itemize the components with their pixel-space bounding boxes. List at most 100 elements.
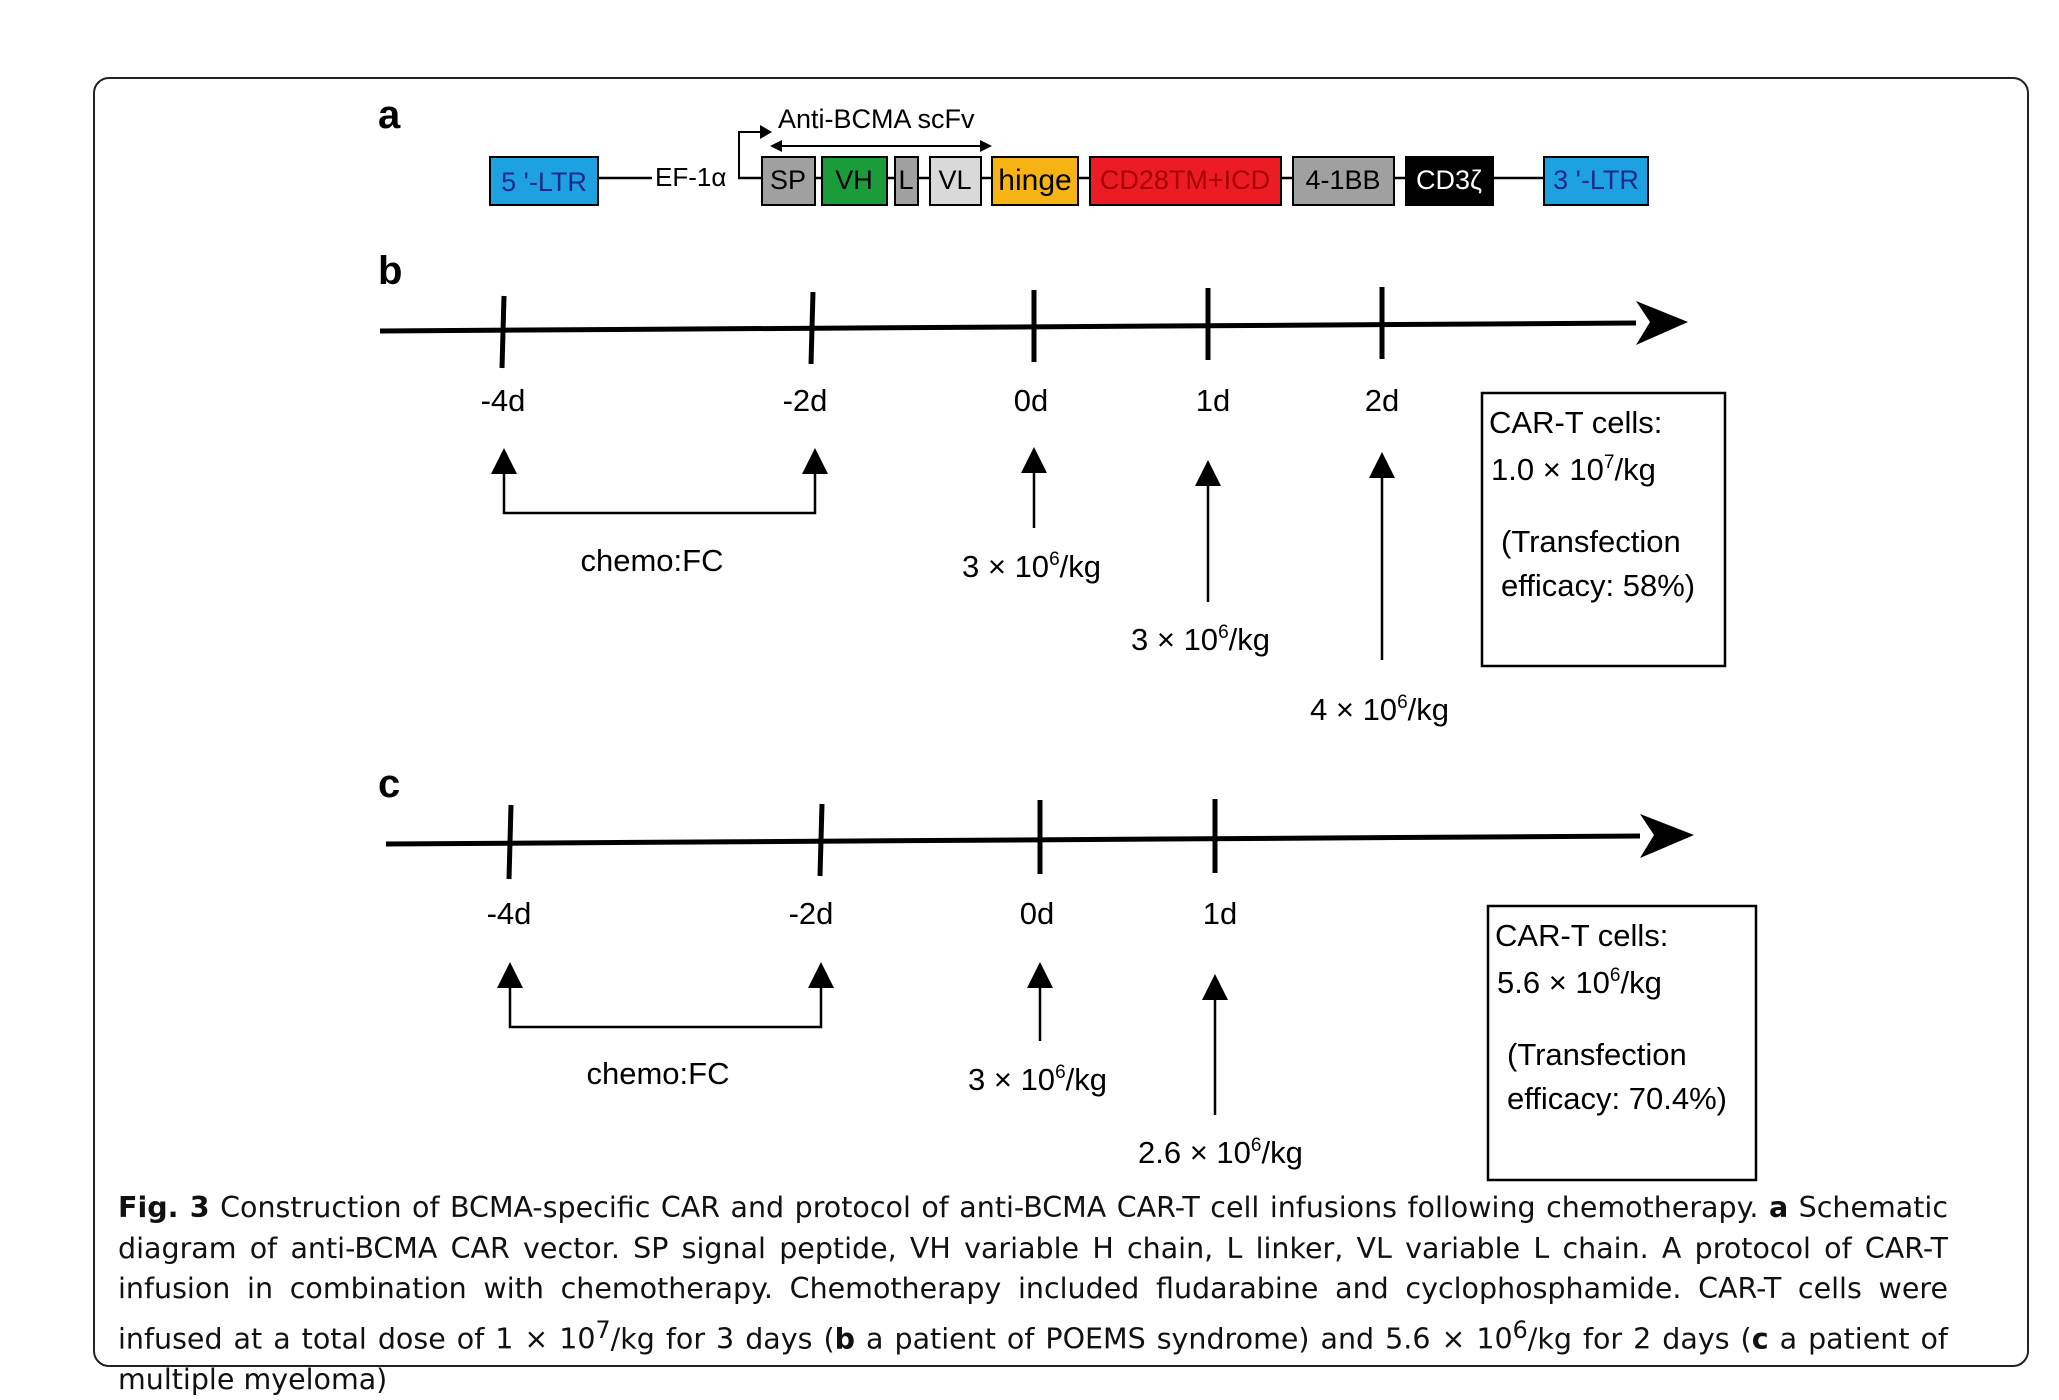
dose-unit: /kg — [1261, 1135, 1302, 1170]
scfv-arrowhead-right — [980, 140, 992, 152]
total-coefficient: 1.0 × 10 — [1491, 452, 1604, 487]
total-unit: /kg — [1620, 965, 1661, 1000]
total-coefficient: 5.6 × 10 — [1497, 965, 1610, 1000]
dose-coefficient: 3 × 10 — [962, 549, 1049, 584]
figure-frame — [93, 77, 2029, 1367]
summary-border — [1486, 904, 1758, 1182]
scfv-arrowhead-left — [770, 140, 782, 152]
caption-panel-ref: a — [1768, 1191, 1789, 1224]
up-arrowhead — [497, 962, 523, 988]
up-arrowhead — [808, 962, 834, 988]
total-exponent: 7 — [1604, 452, 1615, 473]
tick-mark — [506, 804, 514, 880]
up-arrowhead — [802, 448, 828, 474]
segment-cd3z: CD3ζ — [1405, 156, 1494, 206]
dose-unit: /kg — [1060, 549, 1101, 584]
up-arrowhead — [1021, 447, 1047, 473]
day-label: -2d — [783, 383, 828, 418]
day-label: 0d — [1014, 383, 1048, 418]
segment-vh: VH — [821, 156, 888, 206]
segment-box — [821, 156, 888, 206]
segment-box — [1405, 156, 1494, 206]
timeline-axis — [385, 833, 1641, 847]
dose-coefficient: 3 × 10 — [1131, 622, 1218, 657]
tick-mark — [808, 291, 816, 365]
dose-exponent: 6 — [1218, 622, 1229, 643]
caption-text: /kg for 3 days ( — [610, 1322, 835, 1355]
segment-label: VL — [938, 165, 971, 195]
dose-exponent: 6 — [1397, 692, 1408, 713]
segment-linker: L — [894, 156, 919, 206]
segment-label: 4-1BB — [1305, 165, 1380, 195]
tick-mark — [817, 803, 825, 877]
dose-label: 4 × 106/kg — [1310, 692, 1449, 727]
day-label: -4d — [481, 383, 526, 418]
summary-box-c: CAR-T cells: 5.6 × 106/kg (Transfection … — [1486, 904, 1758, 1182]
summary-efficacy-line1: (Transfection — [1507, 1037, 1687, 1072]
promoter-arrow — [738, 131, 762, 178]
total-unit: /kg — [1614, 452, 1655, 487]
caption-panel-ref: b — [834, 1322, 855, 1355]
up-arrowhead — [1369, 452, 1395, 478]
segment-label: VH — [835, 165, 873, 195]
caption-fig-label: Fig. 3 — [118, 1191, 210, 1224]
segment-vl: VL — [929, 156, 982, 206]
up-arrowhead — [1195, 460, 1221, 486]
segment-3ltr: 3 '-LTR — [1543, 156, 1649, 206]
dose-label: 3 × 106/kg — [1131, 622, 1270, 657]
dose-exponent: 6 — [1055, 1062, 1066, 1083]
total-exponent: 6 — [1610, 965, 1621, 986]
chemo-label: chemo:FC — [581, 543, 724, 578]
up-arrowhead — [1202, 974, 1228, 1000]
segment-box — [991, 156, 1079, 206]
dose-unit: /kg — [1408, 692, 1449, 727]
timeline-b: -4d -2d 0d 1d 2d chemo:FC 3 × 106/kg 3 ×… — [379, 287, 1727, 727]
summary-total: 5.6 × 106/kg — [1497, 965, 1662, 1000]
chemo-bracket — [508, 985, 823, 1029]
caption-superscript: 6 — [1512, 1315, 1528, 1344]
summary-border — [1480, 391, 1727, 668]
dose-label: 2.6 × 106/kg — [1138, 1135, 1303, 1170]
dose-unit: /kg — [1066, 1062, 1107, 1097]
up-arrowhead — [1027, 962, 1053, 988]
vector-construct: EF-1α Anti-BCMA scFv 5 '-LTR SP VH L VL — [489, 104, 1649, 206]
caption-superscript: 7 — [595, 1315, 611, 1344]
day-label: 2d — [1365, 383, 1399, 418]
panel-label-b: b — [378, 249, 402, 293]
segment-hinge: hinge — [991, 156, 1079, 206]
dose-label: 3 × 106/kg — [968, 1062, 1107, 1097]
dose-coefficient: 4 × 10 — [1310, 692, 1397, 727]
segment-label: 3 '-LTR — [1553, 165, 1639, 195]
timeline-c: -4d -2d 0d 1d chemo:FC 3 × 106/kg 2.6 × … — [385, 799, 1758, 1182]
segment-label: 5 '-LTR — [501, 167, 587, 197]
timeline-axis — [379, 320, 1637, 334]
day-label: 1d — [1196, 383, 1230, 418]
panel-label-c: c — [378, 762, 400, 806]
caption-text: /kg for 2 days ( — [1527, 1322, 1752, 1355]
caption-text: Construction of BCMA-specific CAR and pr… — [209, 1191, 1769, 1224]
summary-efficacy-line2: efficacy: 58%) — [1501, 568, 1695, 603]
tick-mark — [499, 295, 507, 369]
panel-label-a: a — [378, 93, 401, 137]
segment-label: CD28TM+ICD — [1100, 165, 1270, 195]
up-arrowhead — [491, 448, 517, 474]
day-label: 0d — [1020, 896, 1054, 931]
dose-coefficient: 2.6 × 10 — [1138, 1135, 1251, 1170]
scfv-label: Anti-BCMA scFv — [778, 104, 975, 134]
segment-sp: SP — [761, 156, 816, 206]
summary-title: CAR-T cells: — [1489, 405, 1662, 440]
dose-exponent: 6 — [1049, 549, 1060, 570]
summary-title: CAR-T cells: — [1495, 918, 1668, 953]
dose-unit: /kg — [1229, 622, 1270, 657]
promoter-arrowhead — [760, 125, 772, 139]
segment-box — [894, 156, 919, 206]
segment-box — [1543, 156, 1649, 206]
segment-box — [489, 156, 599, 206]
figure-caption: Fig. 3 Construction of BCMA-specific CAR… — [118, 1188, 1948, 1400]
day-label: 1d — [1203, 896, 1237, 931]
promoter-label: EF-1α — [655, 162, 726, 192]
segment-label: hinge — [998, 164, 1071, 197]
segment-label: SP — [770, 165, 806, 195]
timeline-arrowhead — [1640, 814, 1694, 858]
